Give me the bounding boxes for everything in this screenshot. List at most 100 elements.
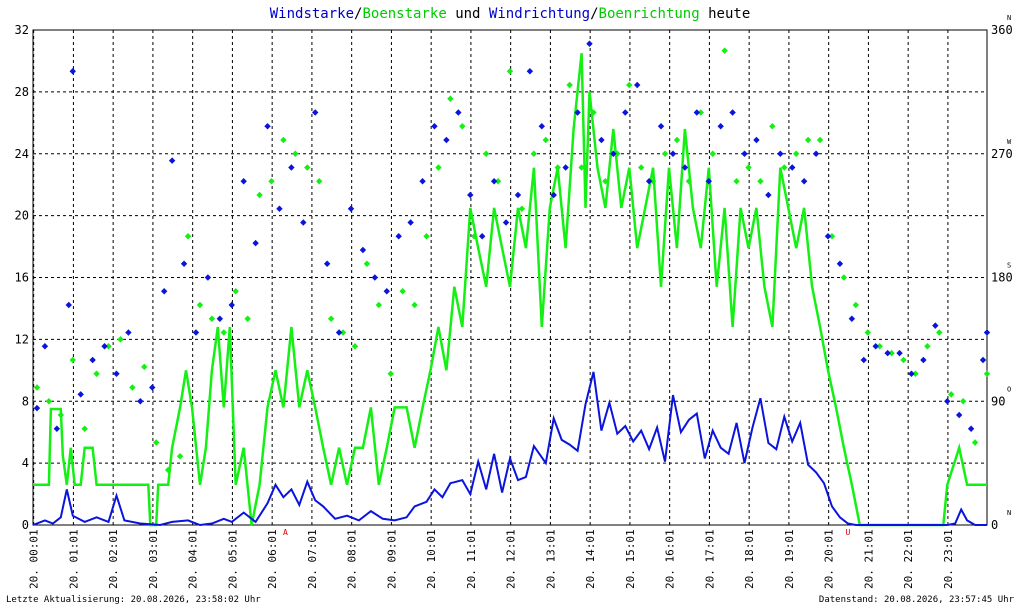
wind-direction-point [467, 191, 474, 199]
wind-direction-point [693, 109, 701, 116]
gust-direction-point [153, 439, 160, 446]
wind-direction-point [717, 123, 724, 130]
gust-direction-point [852, 301, 860, 309]
title-part-0: Windstarke [270, 6, 354, 22]
wind-direction-point [848, 315, 856, 322]
wind-direction-point [228, 301, 235, 309]
gust-direction-point [745, 164, 752, 171]
gust-direction-point [232, 288, 239, 295]
wind-direction-point [490, 178, 498, 185]
gust-direction-point [804, 136, 812, 144]
x-tick-label: 20. 20:01 [823, 529, 836, 589]
gust-direction-point [542, 136, 549, 144]
wind-direction-point [777, 150, 784, 157]
gust-direction-point [316, 178, 323, 185]
wind-direction-point [53, 425, 61, 432]
wind-direction-point [908, 370, 915, 377]
wind-direction-point [455, 109, 462, 116]
wind-direction-point [204, 274, 212, 281]
x-tick-label: 20. 00:01 [28, 529, 41, 589]
wind-direction-point [812, 150, 820, 157]
wind-direction-point [41, 343, 49, 350]
gust-direction-point [129, 384, 136, 391]
gust-direction-point [164, 466, 172, 474]
title-part-6: Boenrichtung [599, 6, 700, 22]
gust-direction-point [208, 315, 216, 322]
gust-direction-point [840, 274, 848, 281]
y-right-tick-label: 90 [991, 394, 1005, 408]
gust-direction-point [327, 315, 335, 322]
gust-direction-point [566, 81, 573, 89]
wind-direction-point [514, 191, 522, 199]
wind-direction-point [526, 68, 534, 75]
x-tick-label: 20. 14:01 [584, 529, 597, 589]
gust-direction-point [244, 315, 251, 322]
y-right-tick-label: 0 [991, 518, 998, 532]
gust-direction-point [959, 398, 967, 405]
wind-direction-point [252, 239, 259, 247]
gust-direction-point [721, 47, 728, 54]
wind-direction-point [323, 260, 331, 267]
gust-direction-point [876, 343, 883, 350]
wind-direction-point [89, 356, 96, 364]
footer-left: Letzte Aktualisierung: 20.08.2026, 23:58… [6, 595, 261, 605]
wind-direction-point [77, 391, 84, 398]
wind-direction-point [979, 356, 987, 364]
gust-line-layer [33, 53, 987, 527]
y-right-direction-label: O [1007, 385, 1011, 393]
wind-direction-point [574, 109, 581, 116]
wind-direction-point [383, 288, 390, 295]
x-tick-label: 20. 16:01 [664, 529, 677, 589]
gust-direction-point [590, 109, 597, 116]
wind-direction-point [276, 205, 283, 212]
gust-direction-point [459, 123, 466, 130]
wind-direction-point [216, 315, 224, 322]
y-right-direction-label: N [1007, 14, 1011, 22]
wind-direction-point [741, 150, 748, 157]
gust-direction-point [304, 164, 311, 171]
y-left-tick-label: 8 [22, 394, 29, 408]
gust-direction-point [196, 301, 204, 309]
gust-direction-point [578, 164, 585, 171]
gust-direction-point [709, 150, 716, 157]
x-tick-label: 20. 10:01 [425, 529, 438, 589]
wind-direction-point [371, 274, 379, 281]
wind-direction-point [65, 301, 72, 309]
x-tick-label: 20. 13:01 [544, 529, 557, 589]
wind-direction-point [920, 356, 927, 364]
y-right-tick-label: 270 [991, 147, 1013, 161]
gust-direction-point [176, 453, 184, 460]
gust-direction-point [447, 95, 454, 102]
chart-title: Windstarke/Boenstarke und Windrichtung/B… [270, 6, 751, 22]
wind-direction-point [657, 123, 665, 130]
wind-direction-point [860, 356, 867, 364]
gust-direction-point [900, 356, 907, 364]
gust-direction-point [781, 164, 788, 171]
gust-direction-point [494, 178, 502, 185]
wind-direction-point [765, 191, 772, 199]
wind-direction-point [113, 370, 120, 377]
gust-direction-point [793, 150, 800, 157]
y-left-tick-label: 12 [15, 332, 29, 346]
gust-direction-point [614, 150, 621, 157]
wind-direction-point [478, 233, 486, 240]
gust-direction-point [387, 370, 394, 377]
gust-direction-point [57, 411, 65, 419]
wind-direction-point [896, 349, 903, 357]
wind-direction-point [538, 123, 545, 130]
sun-marker: A [283, 528, 288, 537]
footer-right: Datenstand: 20.08.2026, 23:57:45 Uhr [819, 595, 1015, 605]
gust-direction-point [184, 233, 192, 240]
gust-direction-point [816, 136, 824, 144]
gust-direction-point [685, 178, 693, 185]
wind-direction-point [312, 109, 319, 116]
wind-direction-point [645, 178, 653, 185]
gust-direction-point [256, 191, 263, 199]
sun-marker: U [845, 528, 850, 537]
gust-speed-line [33, 53, 987, 527]
gust-direction-point [423, 233, 430, 240]
wind-direction-point [149, 384, 156, 391]
wind-direction-point [101, 343, 108, 350]
gust-direction-point [971, 439, 979, 446]
